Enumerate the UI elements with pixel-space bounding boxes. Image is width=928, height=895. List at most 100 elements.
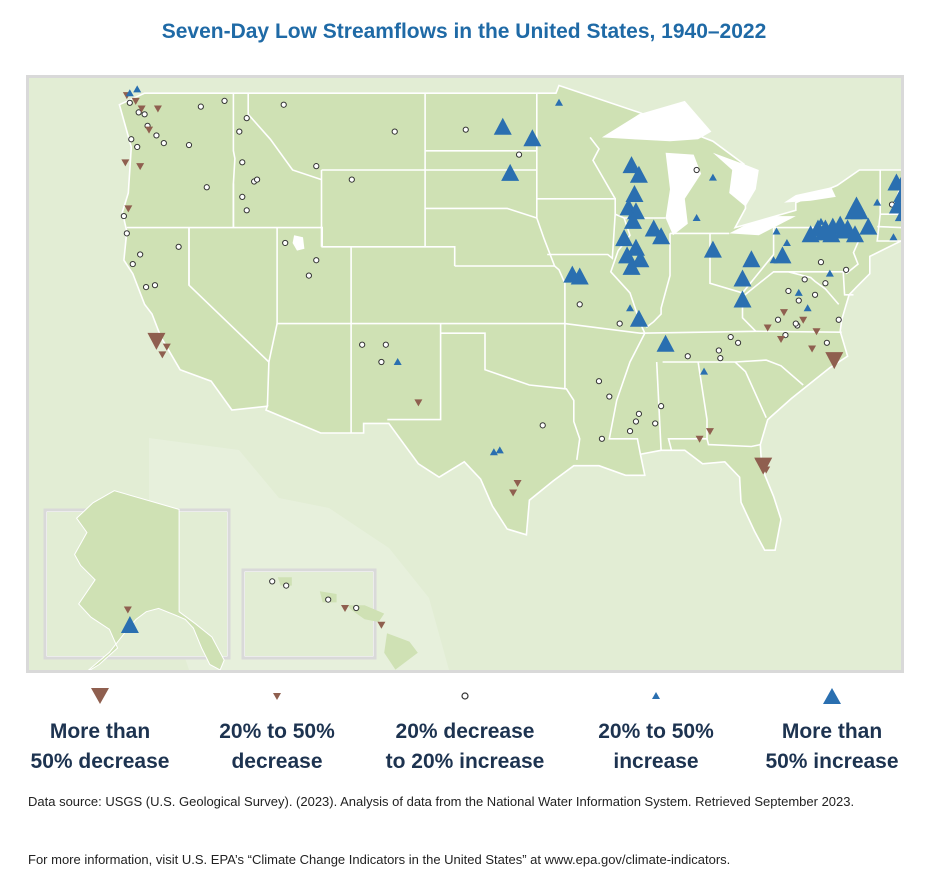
more-info-note: For more information, visit U.S. EPA’s “… [28,852,731,867]
increase-marker [495,446,504,454]
large-increase-marker [887,173,901,191]
large-increase-marker [897,176,901,183]
legend-label-large-increase-line1: More than [781,720,883,743]
stable-marker [616,320,623,327]
large-increase-marker [570,267,589,285]
stable-marker [151,282,159,289]
stable-marker [185,141,193,149]
hawaii-big-island [384,633,418,670]
stable-marker [243,115,250,122]
state-border-30 [773,271,854,296]
decrease-marker [705,428,714,436]
stable-marker [734,339,742,346]
increase-marker [889,233,898,241]
state-border-27 [734,361,767,419]
stable-marker [137,251,144,258]
increase-marker [772,227,781,235]
stable-marker [283,582,290,589]
increase-marker [825,269,834,277]
stable-marker [717,355,724,362]
large-increase-marker [631,250,650,268]
legend-item-stable: 20% decrease to 20% increase [373,685,557,777]
lake-superior [601,100,712,142]
state-border-13 [440,332,581,461]
increase-marker [708,173,717,181]
large-increase-marker [773,246,792,264]
stable-marker [606,393,613,400]
state-border-9 [425,207,538,219]
stable-marker [576,301,583,308]
stable-marker [269,578,276,585]
stable-marker [129,260,136,268]
decrease-marker [162,343,171,351]
stable-marker [823,339,830,346]
map-frame [26,75,904,673]
increase-marker [489,448,498,456]
large-increase-marker [501,163,520,181]
stable-marker [282,239,289,247]
data-source-note: Data source: USGS (U.S. Geological Surve… [28,794,855,809]
state-border-layer [126,93,901,461]
lake-michigan [665,152,702,236]
decrease-marker [779,309,788,317]
large-increase-marker [834,221,853,239]
large-increase-marker [622,156,641,174]
stable-marker [626,428,634,435]
decrease-marker [812,328,821,336]
state-border-15 [535,93,556,267]
large-increase-marker [847,196,866,214]
alaska-land [74,490,225,670]
stable-marker [141,111,148,118]
stable-marker [128,136,135,143]
large-decrease-marker [754,457,773,475]
stable-marker [239,193,246,200]
large-increase-marker [624,211,642,229]
stable-marker [239,159,246,166]
stable-marker [391,128,398,135]
decrease-marker [145,126,154,134]
stable-marker [795,297,802,304]
large-increase-marker [625,184,644,202]
increase-marker [555,98,563,106]
stable-marker [378,358,385,366]
water-layer [292,100,836,251]
stable-marker [652,420,659,427]
large-decrease-marker [825,352,844,370]
large-decrease-marker [147,332,166,350]
stable-marker [359,341,366,348]
stable-marker [632,418,640,425]
large-increase-marker [652,227,671,245]
decrease-marker [808,345,817,353]
decrease-marker [153,105,162,113]
decrease-marker [121,159,130,167]
stable-marker [684,353,691,360]
stable-marker [835,316,842,323]
decrease-marker [695,435,704,443]
legend-item-large-decrease: More than 50% decrease [8,685,192,777]
stable-marker [515,151,523,158]
decrease-marker [513,479,522,487]
inset-layer [43,490,418,670]
legend-label-large-decrease-line1: More than [49,720,151,743]
decrease-marker [509,489,518,497]
state-border-11 [266,323,278,407]
map-title: Seven-Day Low Streamflows in the United … [161,20,767,43]
stable-marker [243,207,250,214]
stable-marker [382,341,389,348]
state-border-19 [608,217,646,455]
large-increase-marker [893,187,901,202]
stable-marker [727,333,734,341]
decrease-marker [123,606,132,614]
stable-marker [253,176,261,183]
state-border-26 [706,438,761,448]
stable-marker [715,347,722,354]
stable-marker [134,143,141,151]
state-border-6 [247,93,322,181]
large-increase-marker [733,269,752,287]
decrease-marker [377,621,386,629]
legend-label-large-increase-line2: 50% increase [765,750,899,773]
legend-item-increase: 20% to 50% increase [564,685,748,777]
stable-marker [197,103,204,110]
increase-marker [692,214,701,221]
increase-marker [700,367,709,375]
